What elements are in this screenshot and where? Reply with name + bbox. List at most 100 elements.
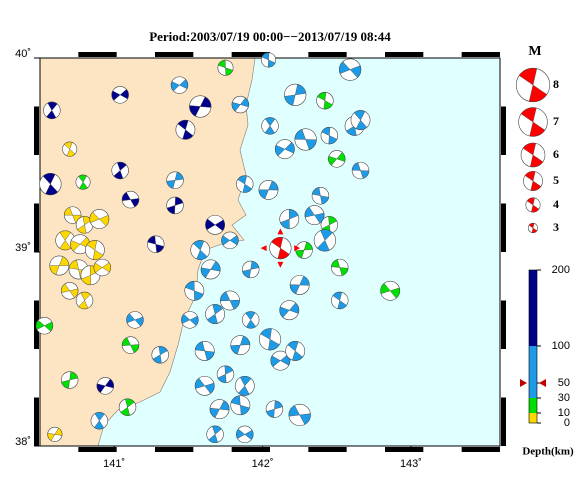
event xyxy=(350,110,371,130)
depth-band xyxy=(529,413,537,423)
frame-bar xyxy=(385,52,424,57)
event xyxy=(261,117,279,135)
event xyxy=(89,209,110,229)
beachball-quadrants xyxy=(260,328,280,351)
event xyxy=(126,311,144,329)
beachball-quadrants xyxy=(304,206,325,224)
magnitude-legend-ball xyxy=(515,67,551,103)
frame-bar xyxy=(308,52,347,57)
event xyxy=(270,350,291,371)
event xyxy=(75,174,91,190)
depth-tick-label: 50 xyxy=(558,377,570,389)
event xyxy=(111,161,129,180)
event xyxy=(274,139,295,160)
beachball-quadrants xyxy=(170,79,189,92)
beachball-quadrants xyxy=(207,304,224,324)
beachball-quadrants xyxy=(46,101,58,119)
frame-bar xyxy=(308,447,347,452)
event xyxy=(55,230,76,251)
beachball-quadrants xyxy=(230,395,250,416)
event xyxy=(285,341,306,361)
main-event-pointer xyxy=(277,228,284,235)
magnitude-legend-title: M xyxy=(528,44,541,59)
event xyxy=(194,341,215,361)
depth-tick-label: 0 xyxy=(564,417,570,429)
event xyxy=(289,275,310,295)
beachball-quadrants xyxy=(518,68,548,102)
beachball-quadrants xyxy=(242,260,260,278)
event xyxy=(151,346,169,364)
event xyxy=(181,311,199,329)
event xyxy=(284,83,307,106)
beachball-quadrants xyxy=(524,171,542,191)
depth-band xyxy=(529,270,537,346)
event xyxy=(147,235,165,253)
beachball-quadrants xyxy=(217,365,234,383)
event xyxy=(47,426,63,442)
event xyxy=(236,425,254,444)
depth-marker xyxy=(539,379,546,387)
beachball-quadrants xyxy=(166,196,184,215)
beachball-quadrants xyxy=(353,110,368,130)
beachball-quadrants xyxy=(189,96,212,117)
event xyxy=(111,86,129,104)
beachball-quadrants xyxy=(245,311,257,329)
beachball-quadrants xyxy=(295,241,313,259)
beachball-quadrants xyxy=(221,235,239,246)
beachball-quadrants xyxy=(121,337,140,353)
event xyxy=(39,173,62,196)
beachball-quadrants xyxy=(339,61,362,78)
beachball-quadrants xyxy=(526,197,540,213)
beachball-quadrants xyxy=(152,346,168,364)
event xyxy=(85,240,105,260)
beachball-quadrants xyxy=(194,377,215,394)
event xyxy=(96,377,114,395)
beachball-quadrants xyxy=(317,92,333,110)
beachball-quadrants xyxy=(200,261,221,278)
event xyxy=(43,101,61,120)
event xyxy=(35,317,54,335)
beachball-quadrants xyxy=(126,313,144,327)
event xyxy=(217,59,234,76)
beachball-quadrants xyxy=(230,335,251,355)
event xyxy=(175,119,196,140)
beachball-quadrants xyxy=(220,291,240,310)
beachball-quadrants xyxy=(279,302,300,318)
event xyxy=(63,206,82,224)
beachball-quadrants xyxy=(264,117,276,135)
beachball-quadrants xyxy=(380,283,400,299)
beachball-quadrants xyxy=(271,237,290,260)
frame-bar xyxy=(501,106,506,155)
beachball-quadrants xyxy=(231,97,249,112)
event xyxy=(242,260,260,279)
event xyxy=(60,282,79,300)
x-tick-label: 143˚ xyxy=(400,458,422,470)
event xyxy=(265,400,284,418)
event xyxy=(70,234,90,255)
beachball-quadrants xyxy=(89,211,110,227)
beachball-quadrants xyxy=(266,400,283,418)
y-tick-label: 38˚ xyxy=(15,436,31,448)
beachball-quadrants xyxy=(121,192,140,208)
magnitude-legend-label: 3 xyxy=(553,220,559,234)
event xyxy=(320,216,339,234)
beachball-quadrants xyxy=(96,378,114,393)
beachball-quadrants xyxy=(185,280,204,301)
beachball-quadrants xyxy=(120,398,135,416)
event xyxy=(236,175,254,193)
depth-scale-title: Depth(km) xyxy=(522,446,574,458)
beachball-quadrants xyxy=(78,174,88,190)
event xyxy=(205,214,225,235)
beachball-quadrants xyxy=(147,235,165,253)
event xyxy=(220,290,240,311)
beachball-quadrants xyxy=(522,142,544,168)
main-event-pointer xyxy=(260,245,267,252)
frame-bar xyxy=(34,106,39,155)
event xyxy=(339,58,362,81)
beachball-quadrants xyxy=(332,291,347,310)
event xyxy=(209,399,230,420)
frame-bar xyxy=(78,447,117,452)
beachball-quadrants xyxy=(94,412,105,430)
beachball-quadrants xyxy=(64,141,76,157)
